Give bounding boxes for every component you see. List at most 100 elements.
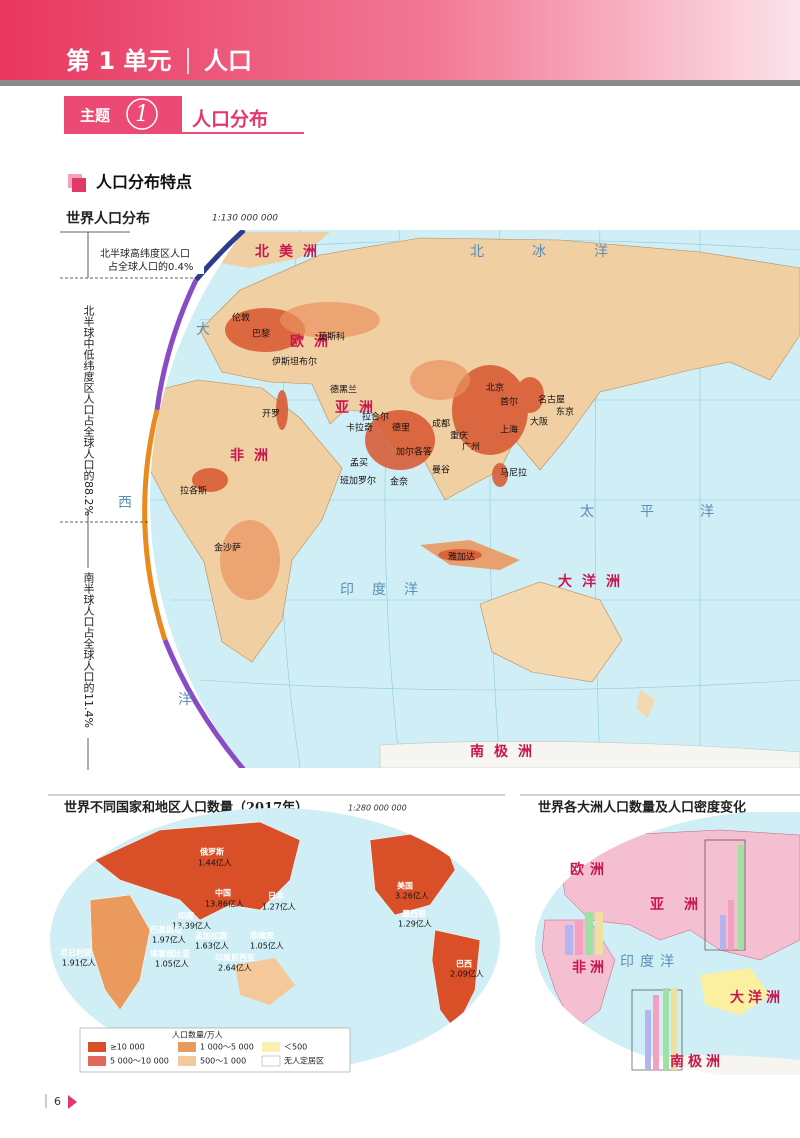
map-shape [452, 365, 528, 455]
theme-title: 人口分布 [192, 108, 268, 131]
city: 伊斯坦布尔 [272, 356, 317, 368]
legend-label: ≥10 000 [110, 1043, 145, 1052]
note-bg [80, 568, 96, 738]
legend-swatch [262, 1042, 280, 1052]
region-label: 亚洲 [650, 897, 718, 913]
city: 金奈 [390, 476, 408, 488]
country-name: 埃塞俄比亚 [150, 949, 190, 959]
section-icon [72, 178, 86, 192]
map-scale: 1:280 000 000 [348, 804, 407, 813]
country-name: 中国 [215, 888, 231, 898]
map-shape [192, 468, 228, 492]
legend-label: 5 000～10 000 [110, 1057, 169, 1066]
region-label: 南极洲 [670, 1053, 724, 1070]
country-pop: 13.39亿人 [172, 921, 211, 931]
map-shape [194, 230, 246, 282]
country-name: 美国 [397, 881, 413, 891]
city: 金沙萨 [214, 542, 241, 554]
section-title: 人口分布特点 [96, 173, 192, 192]
theme-number-ring [126, 98, 158, 130]
africa [89, 894, 151, 1011]
legend-swatch [261, 1055, 281, 1067]
ocean-label: 印度洋 [620, 954, 680, 970]
region-label: 欧洲 [290, 333, 338, 350]
north-america [210, 232, 330, 268]
ocean-label: 北冰洋 [470, 244, 656, 260]
australia [235, 958, 295, 1005]
region-label: 大洋洲 [558, 573, 630, 590]
map-shape [142, 409, 168, 641]
new-zealand [636, 690, 655, 718]
region-label: 非洲 [230, 447, 278, 464]
header-band [0, 0, 800, 80]
map-scale: 1:130 000 000 [212, 214, 278, 224]
note-text: 南半球人口占全球人口的11.4% [82, 572, 95, 728]
legend-swatch [88, 1042, 106, 1052]
note-text: 北半球高纬度区人口 [100, 247, 190, 260]
city: 大阪 [530, 416, 548, 428]
map-shape [220, 520, 280, 600]
page-number: 6 [54, 1095, 61, 1108]
city: 德黑兰 [330, 384, 357, 396]
bar-shape [585, 912, 593, 955]
theme-number: 1 [135, 102, 149, 127]
unit-topic: 人口 [204, 47, 252, 75]
country-labels: 俄罗斯 1.44亿人 中国 13.86亿人 日本 1.27亿人 印度 13.39… [60, 847, 484, 979]
bar-shape [595, 912, 603, 955]
eurasia [94, 821, 301, 921]
country-pop: 2.09亿人 [450, 969, 484, 979]
legend-title: 人口数量/万人 [172, 1030, 223, 1040]
bar-shape [663, 988, 669, 1070]
city: 巴黎 [252, 328, 270, 340]
city: 拉合尔 [362, 411, 389, 423]
country-pop: 1.44亿人 [198, 858, 232, 868]
country-pop: 1.97亿人 [152, 935, 186, 945]
continent-map: 欧洲 亚洲 非洲 大洋洲 南极洲 印度洋 [535, 812, 800, 1075]
country-pop: 1.91亿人 [62, 958, 96, 968]
city: 加尔各答 [396, 446, 432, 458]
australia [479, 581, 623, 683]
legend-swatch [88, 1056, 106, 1066]
city: 名古屋 [538, 394, 565, 406]
map-shape [365, 410, 435, 470]
city: 上海 [500, 424, 518, 436]
dense-areas [192, 308, 544, 561]
city: 拉各斯 [180, 485, 207, 497]
country-pop: 1.27亿人 [262, 902, 296, 912]
city: 马尼拉 [500, 467, 527, 479]
footer-area [0, 1078, 800, 1138]
city: 广州 [462, 441, 480, 453]
map-shape [492, 463, 508, 487]
cities: 伦敦 巴黎 莫斯科 伊斯坦布尔 开罗 德黑兰 拉合尔 卡拉奇 德里 加尔各答 孟… [180, 312, 574, 563]
side-notes: 北半球高纬度区人口 占全球人口的0.4% 北半球中低纬度区人口占全球人口的88.… [60, 231, 204, 770]
legend-swatch [178, 1042, 196, 1052]
city: 东京 [556, 406, 574, 418]
city: 伦敦 [232, 312, 250, 324]
ocean-label: 太平洋 [580, 504, 760, 520]
latitude-arc [142, 230, 246, 768]
map-title: 世界人口分布 [66, 210, 150, 227]
city: 班加罗尔 [340, 475, 376, 487]
bar-shape [738, 845, 744, 950]
country-name: 俄罗斯 [199, 847, 224, 857]
ocean-label: 印度洋 [340, 582, 436, 598]
legend-label: 1 000～5 000 [200, 1043, 254, 1052]
ocean-label: 大 [196, 322, 224, 338]
chart-africa [631, 988, 683, 1071]
country-pop: 2.64亿人 [218, 963, 252, 973]
australia [700, 968, 770, 1015]
antarctica [379, 740, 800, 768]
legend-label: 无人定居区 [284, 1056, 324, 1066]
globe [535, 812, 800, 1075]
bar-shape [565, 925, 573, 955]
country-pop: 1.29亿人 [398, 919, 432, 929]
legend-box [79, 1027, 351, 1073]
region-label: 欧洲 [570, 861, 610, 878]
footer-arrow [68, 1095, 77, 1109]
note-bg [96, 244, 204, 274]
country-pop: 1.05亿人 [250, 941, 284, 951]
main-map: 北美洲 欧洲 亚洲 非洲 大洋洲 南极洲 北冰洋 太平洋 印度洋 大 西 洋 伦… [48, 230, 800, 768]
legend-swatch [178, 1056, 196, 1066]
map-shape [410, 360, 470, 400]
